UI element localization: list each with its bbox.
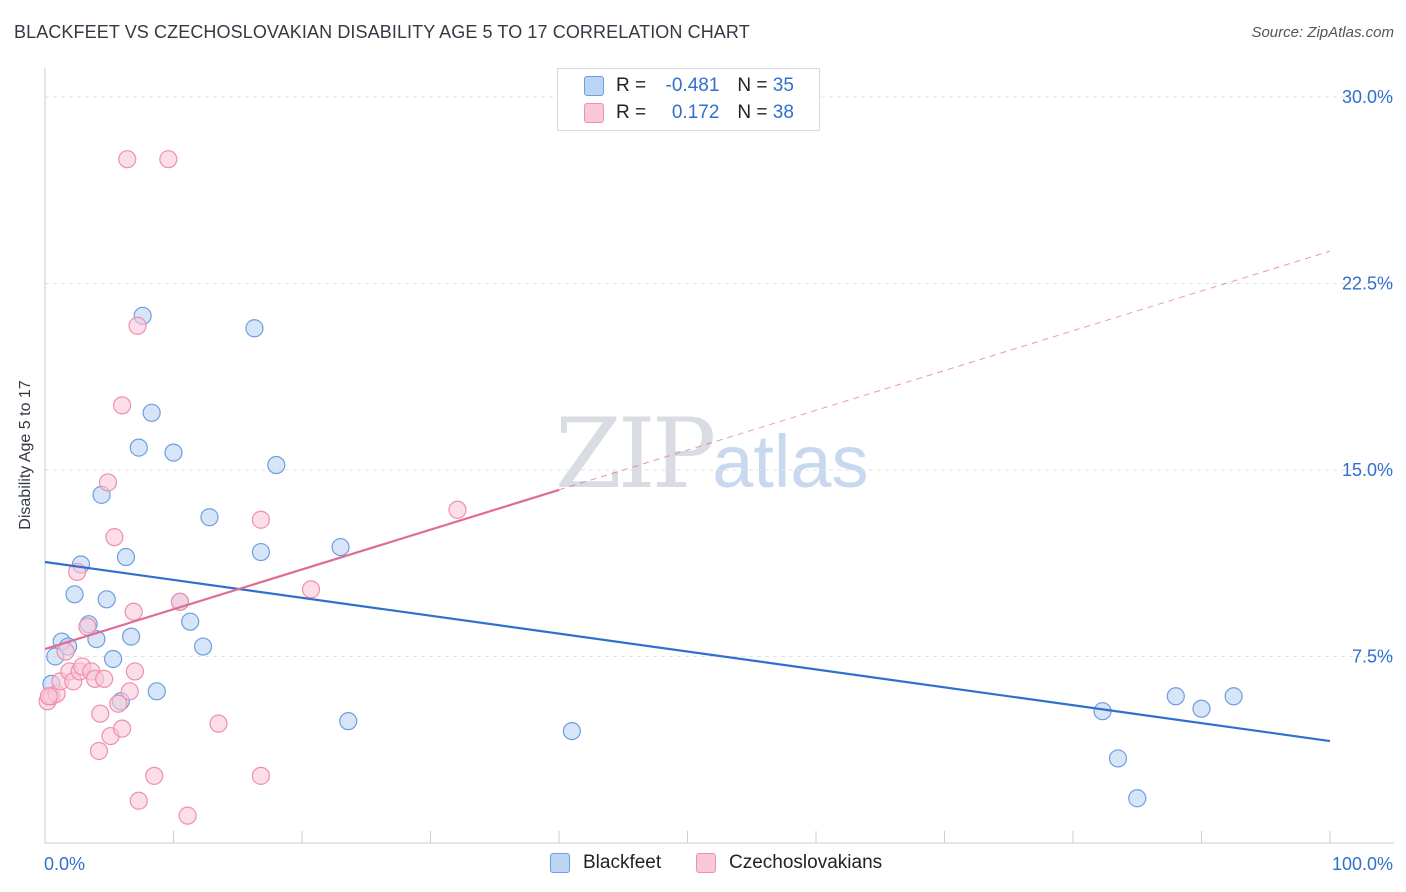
blackfeet-point <box>339 712 358 731</box>
blackfeet-point <box>200 508 219 527</box>
blackfeet-point <box>116 547 136 567</box>
czechoslovakian-point <box>125 662 145 681</box>
czechoslovakian-point <box>105 528 124 547</box>
czechoslovakian-point <box>118 150 137 169</box>
czechoslovakian-trendline-extension <box>558 250 1331 491</box>
blackfeet-point <box>65 585 84 604</box>
blackfeet-point <box>1192 699 1211 718</box>
legend-r-label: R = <box>616 102 647 123</box>
y-tick-label: 30.0% <box>1342 87 1393 107</box>
chart-title: BLACKFEET VS CZECHOSLOVAKIAN DISABILITY … <box>14 22 750 42</box>
blackfeet-point <box>129 438 148 457</box>
bottom-legend-czechoslovakians: Czechoslovakians <box>696 852 882 874</box>
blackfeet-point <box>251 542 270 562</box>
czechoslovakian-point <box>178 806 197 825</box>
legend-r-value-czechoslovakians: 0.172 <box>671 102 720 123</box>
blackfeet-point <box>164 443 183 462</box>
czechoslovakian-point <box>91 704 110 723</box>
bottom-legend-swatch-blackfeet <box>550 853 570 873</box>
blackfeet-point <box>104 649 123 669</box>
blackfeet-point <box>1224 687 1243 706</box>
blackfeet-point <box>147 682 166 701</box>
bottom-legend-label-czechoslovakians: Czechoslovakians <box>729 852 883 873</box>
y-tick-label: 15.0% <box>1342 460 1393 480</box>
czechoslovakian-point <box>129 791 148 810</box>
blackfeet-trendline <box>44 560 1331 743</box>
czechoslovakian-trendline <box>44 488 560 651</box>
watermark-atlas: atlas <box>712 420 869 503</box>
blackfeet-point <box>267 455 286 475</box>
czechoslovakian-point <box>95 669 114 688</box>
legend-r-value-blackfeet: -0.481 <box>665 75 720 96</box>
legend-n-value-blackfeet: 35 <box>772 75 794 96</box>
legend-n-value-czechoslovakians: 38 <box>772 102 794 123</box>
czechoslovakian-point <box>128 316 147 335</box>
czechoslovakian-point <box>89 741 109 761</box>
czechoslovakian-point <box>251 766 270 785</box>
czechoslovakian-point <box>112 719 132 738</box>
blackfeet-point <box>97 590 116 609</box>
correlation-legend: R = -0.481 N = 35 R = 0.172 N = 38 <box>557 68 820 131</box>
watermark-zip: ZIP <box>555 398 716 510</box>
blackfeet-point <box>181 612 200 631</box>
x-tick-label: 0.0% <box>44 854 85 874</box>
source-label: Source: ZipAtlas.com <box>1251 24 1394 41</box>
czechoslovakian-point <box>78 617 97 636</box>
legend-swatch-blackfeet <box>584 76 604 96</box>
czechoslovakian-point <box>112 396 132 415</box>
x-tick-label: 100.0% <box>1332 854 1393 874</box>
czechoslovakian-point <box>209 714 228 733</box>
legend-row-czechoslovakians: R = 0.172 N = 38 <box>616 101 794 125</box>
watermark: ZIPatlas <box>555 398 869 510</box>
blackfeet-point <box>331 537 350 557</box>
blackfeet-point <box>1166 687 1185 706</box>
czechoslovakian-point <box>109 694 128 713</box>
bottom-legend-swatch-czechoslovakians <box>696 853 716 873</box>
blackfeet-point <box>1108 749 1128 768</box>
blackfeet-point <box>245 319 264 338</box>
blackfeet-point <box>1128 789 1147 808</box>
legend-r-label: R = <box>616 75 647 96</box>
czechoslovakian-point <box>159 150 178 169</box>
y-tick-label: 7.5% <box>1352 647 1393 667</box>
legend-n-label: N = <box>737 75 768 96</box>
czechoslovakian-point <box>39 687 58 706</box>
bottom-legend-label-blackfeet: Blackfeet <box>583 852 662 873</box>
legend-swatch-czechoslovakians <box>584 103 604 123</box>
blackfeet-point <box>193 637 213 656</box>
czechoslovakian-point <box>120 682 139 701</box>
czechoslovakian-point <box>145 766 164 785</box>
blackfeet-point <box>142 403 161 422</box>
czechoslovakian-point <box>251 510 270 529</box>
czechoslovakian-point <box>98 473 118 492</box>
czechoslovakian-point <box>448 500 467 519</box>
czechoslovakian-point <box>124 602 143 621</box>
legend-n-label: N = <box>737 102 768 123</box>
blackfeet-point <box>121 627 141 646</box>
legend-row-blackfeet: R = -0.481 N = 35 <box>616 74 794 98</box>
blackfeet-point <box>562 721 581 741</box>
y-tick-label: 22.5% <box>1342 274 1393 294</box>
czechoslovakian-point <box>301 580 321 599</box>
bottom-legend-blackfeet: Blackfeet <box>550 852 661 874</box>
